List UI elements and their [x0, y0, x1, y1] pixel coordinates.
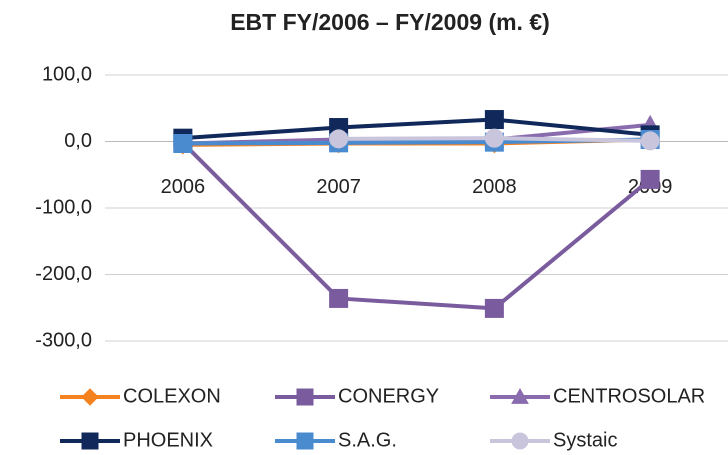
data-point	[640, 169, 660, 189]
x-tick-label: 2008	[472, 176, 517, 198]
y-tick-label: -200,0	[35, 263, 92, 285]
x-tick-label: 2006	[161, 176, 206, 198]
data-point	[173, 133, 193, 153]
legend-label: CENTROSOLAR	[553, 385, 705, 407]
legend-label: S.A.G.	[338, 429, 397, 451]
legend-label: Systaic	[553, 429, 617, 451]
legend-label: PHOENIX	[123, 429, 213, 451]
data-point	[640, 131, 660, 151]
y-tick-label: -300,0	[35, 329, 92, 351]
y-tick-label: 0,0	[64, 130, 92, 152]
legend-marker	[81, 432, 99, 450]
legend-marker	[81, 388, 99, 406]
legend-marker	[296, 432, 314, 450]
legend-marker	[511, 432, 529, 450]
x-tick-label: 2007	[316, 176, 361, 198]
y-tick-label: 100,0	[42, 63, 92, 85]
legend-marker	[511, 387, 529, 404]
data-point	[484, 298, 504, 318]
series-line	[182, 117, 651, 141]
legend-label: CONERGY	[338, 385, 439, 407]
data-point	[329, 288, 349, 308]
chart-title: EBT FY/2006 – FY/2009 (m. €)	[230, 9, 550, 35]
y-tick-label: -100,0	[35, 196, 92, 218]
legend-marker	[296, 388, 314, 406]
data-point	[484, 110, 504, 130]
data-point	[484, 128, 504, 148]
legend-label: COLEXON	[123, 385, 221, 407]
series-line	[181, 141, 652, 311]
data-point	[329, 129, 349, 149]
